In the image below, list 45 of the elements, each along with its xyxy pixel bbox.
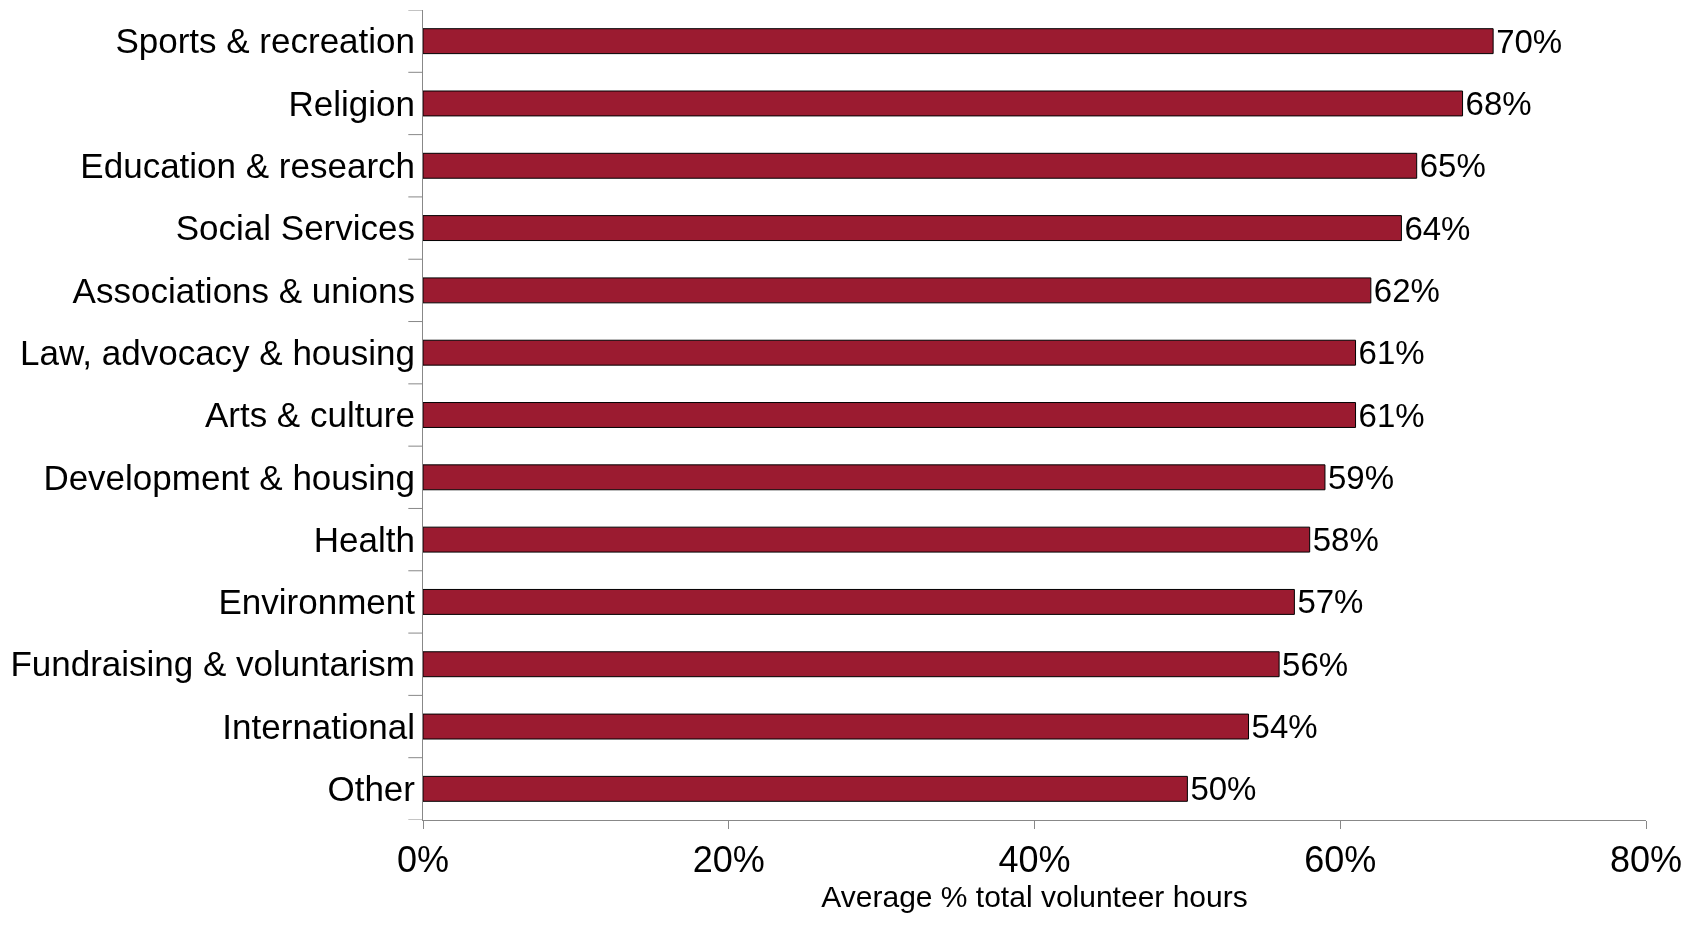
data-label: 62% [1373, 271, 1440, 309]
data-label: 50% [1190, 770, 1257, 808]
bar [423, 651, 1280, 678]
bar [423, 215, 1402, 242]
y-tick-label: Health [313, 519, 415, 559]
data-label: 61% [1358, 396, 1425, 434]
y-tick-label: Social Services [175, 208, 415, 248]
data-label: 68% [1465, 84, 1532, 122]
data-label: 65% [1419, 147, 1486, 185]
data-label: 58% [1312, 521, 1379, 559]
y-tick-label: Religion [288, 83, 415, 123]
data-label: 57% [1297, 583, 1364, 621]
y-tick-label: Development & housing [43, 457, 415, 497]
bar [423, 277, 1372, 304]
x-tick-label: 40% [998, 839, 1071, 881]
x-tick-label: 20% [692, 839, 765, 881]
bar [423, 339, 1357, 366]
x-tick-label: 60% [1304, 839, 1377, 881]
bar [423, 713, 1250, 740]
data-label: 70% [1496, 22, 1563, 60]
bar [423, 152, 1418, 179]
x-tick-label: 0% [396, 839, 450, 881]
y-tick-label: Fundraising & voluntarism [10, 644, 415, 684]
bar [423, 588, 1295, 615]
data-label: 64% [1404, 209, 1471, 247]
data-label: 59% [1327, 458, 1395, 496]
bar [423, 402, 1357, 428]
y-tick-label: Education & research [80, 146, 415, 186]
bar [423, 28, 1494, 55]
y-tick-label: Other [327, 769, 416, 809]
data-label: 54% [1251, 708, 1318, 746]
x-tick-label: 80% [1609, 839, 1683, 881]
y-tick-label: Law, advocacy & housing [20, 332, 415, 372]
y-tick-label: International [222, 706, 415, 746]
bar [423, 464, 1326, 491]
y-tick-label: Associations & unions [72, 270, 415, 310]
bar [423, 775, 1188, 802]
y-tick-label: Sports & recreation [115, 21, 415, 61]
bar [423, 90, 1464, 117]
data-label: 56% [1282, 645, 1349, 683]
bar [423, 526, 1311, 553]
data-label: 61% [1358, 334, 1425, 372]
y-tick-label: Arts & culture [204, 395, 415, 435]
x-axis-title: Average % total volunteer hours [821, 880, 1248, 914]
y-tick-label: Environment [218, 582, 416, 622]
